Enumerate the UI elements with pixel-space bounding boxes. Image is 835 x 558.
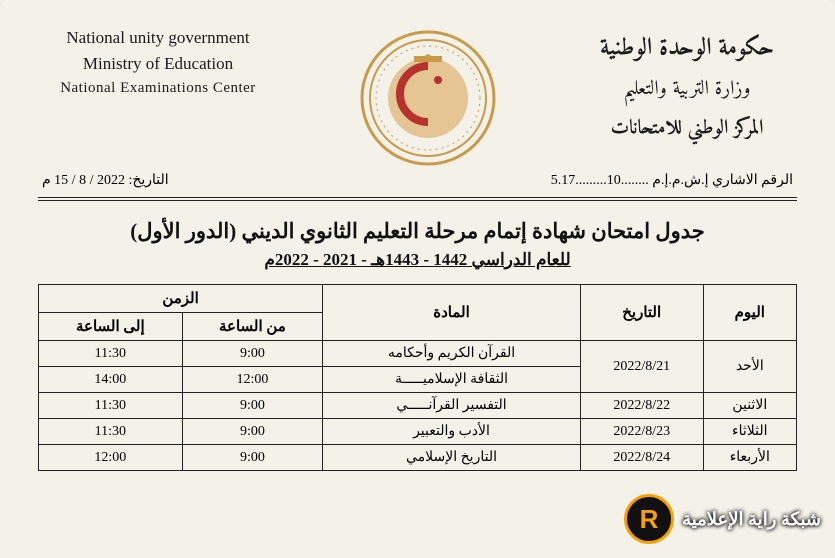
cell-day: الاثنين [703, 393, 796, 419]
cell-date: 2022/8/23 [580, 419, 703, 445]
col-to: إلى الساعة [39, 313, 183, 341]
cell-subject: التفسير القرآنـــــي [323, 393, 581, 419]
arabic-header: حكومة الوحدة الوطنية وزارة التربية والتع… [577, 28, 797, 146]
cell-day: الأربعاء [703, 445, 796, 471]
cell-subject: الأدب والتعبير [323, 419, 581, 445]
col-from: من الساعة [182, 313, 322, 341]
official-seal-icon [358, 28, 498, 168]
document-page: National unity government Ministry of Ed… [0, 0, 835, 558]
academic-year: للعام الدراسي 1442 - 1443هـ - 2021 - 202… [38, 250, 797, 270]
cell-to: 12:00 [39, 445, 183, 471]
letterhead: National unity government Ministry of Ed… [38, 28, 797, 168]
ministry-en: Ministry of Education [38, 54, 278, 74]
gov-name-en: National unity government [38, 28, 278, 48]
document-title: جدول امتحان شهادة إتمام مرحلة التعليم ال… [38, 219, 797, 244]
table-row: الثلاثاء2022/8/23الأدب والتعبير9:0011:30 [39, 419, 797, 445]
cell-day: الثلاثاء [703, 419, 796, 445]
cell-date: 2022/8/24 [580, 445, 703, 471]
col-day: اليوم [703, 285, 796, 341]
cell-from: 9:00 [182, 419, 322, 445]
divider [38, 200, 797, 201]
watermark-text: شبكة راية الإعلامية [682, 509, 821, 530]
divider [38, 197, 797, 198]
cell-day: الأحد [703, 341, 796, 393]
table-row: الأحد2022/8/21القرآن الكريم وأحكامه9:001… [39, 341, 797, 367]
cell-from: 9:00 [182, 341, 322, 367]
center-en: National Examinations Center [38, 80, 278, 97]
cell-date: 2022/8/21 [580, 341, 703, 393]
table-row: الاثنين2022/8/22التفسير القرآنـــــي9:00… [39, 393, 797, 419]
cell-date: 2022/8/22 [580, 393, 703, 419]
cell-subject: الثقافة الإسلاميـــــة [323, 367, 581, 393]
cell-subject: التاريخ الإسلامي [323, 445, 581, 471]
cell-from: 9:00 [182, 445, 322, 471]
cell-to: 11:30 [39, 393, 183, 419]
watermark: شبكة راية الإعلامية R [624, 494, 821, 544]
gov-name-ar: حكومة الوحدة الوطنية [577, 28, 797, 70]
cell-from: 9:00 [182, 393, 322, 419]
col-time: الزمن [39, 285, 323, 313]
cell-to: 14:00 [39, 367, 183, 393]
ref-number: الرقم الاشاري إ.ش.م.إ.م ........10......… [551, 172, 793, 189]
cell-to: 11:30 [39, 341, 183, 367]
table-row: الأربعاء2022/8/24التاريخ الإسلامي9:0012:… [39, 445, 797, 471]
col-subject: المادة [323, 285, 581, 341]
cell-to: 11:30 [39, 419, 183, 445]
center-ar: المركز الوطني للامتحانات [577, 111, 797, 146]
english-header: National unity government Ministry of Ed… [38, 28, 278, 97]
ref-date: التاريخ: 2022 / 8 / 15 م [42, 172, 169, 189]
exam-schedule-table: اليوم التاريخ المادة الزمن من الساعة إلى… [38, 284, 797, 471]
cell-subject: القرآن الكريم وأحكامه [323, 341, 581, 367]
ministry-ar: وزارة التربية والتعليم [577, 72, 797, 107]
col-date: التاريخ [580, 285, 703, 341]
cell-from: 12:00 [182, 367, 322, 393]
watermark-badge-icon: R [624, 494, 674, 544]
reference-line: الرقم الاشاري إ.ش.م.إ.م ........10......… [38, 172, 797, 189]
